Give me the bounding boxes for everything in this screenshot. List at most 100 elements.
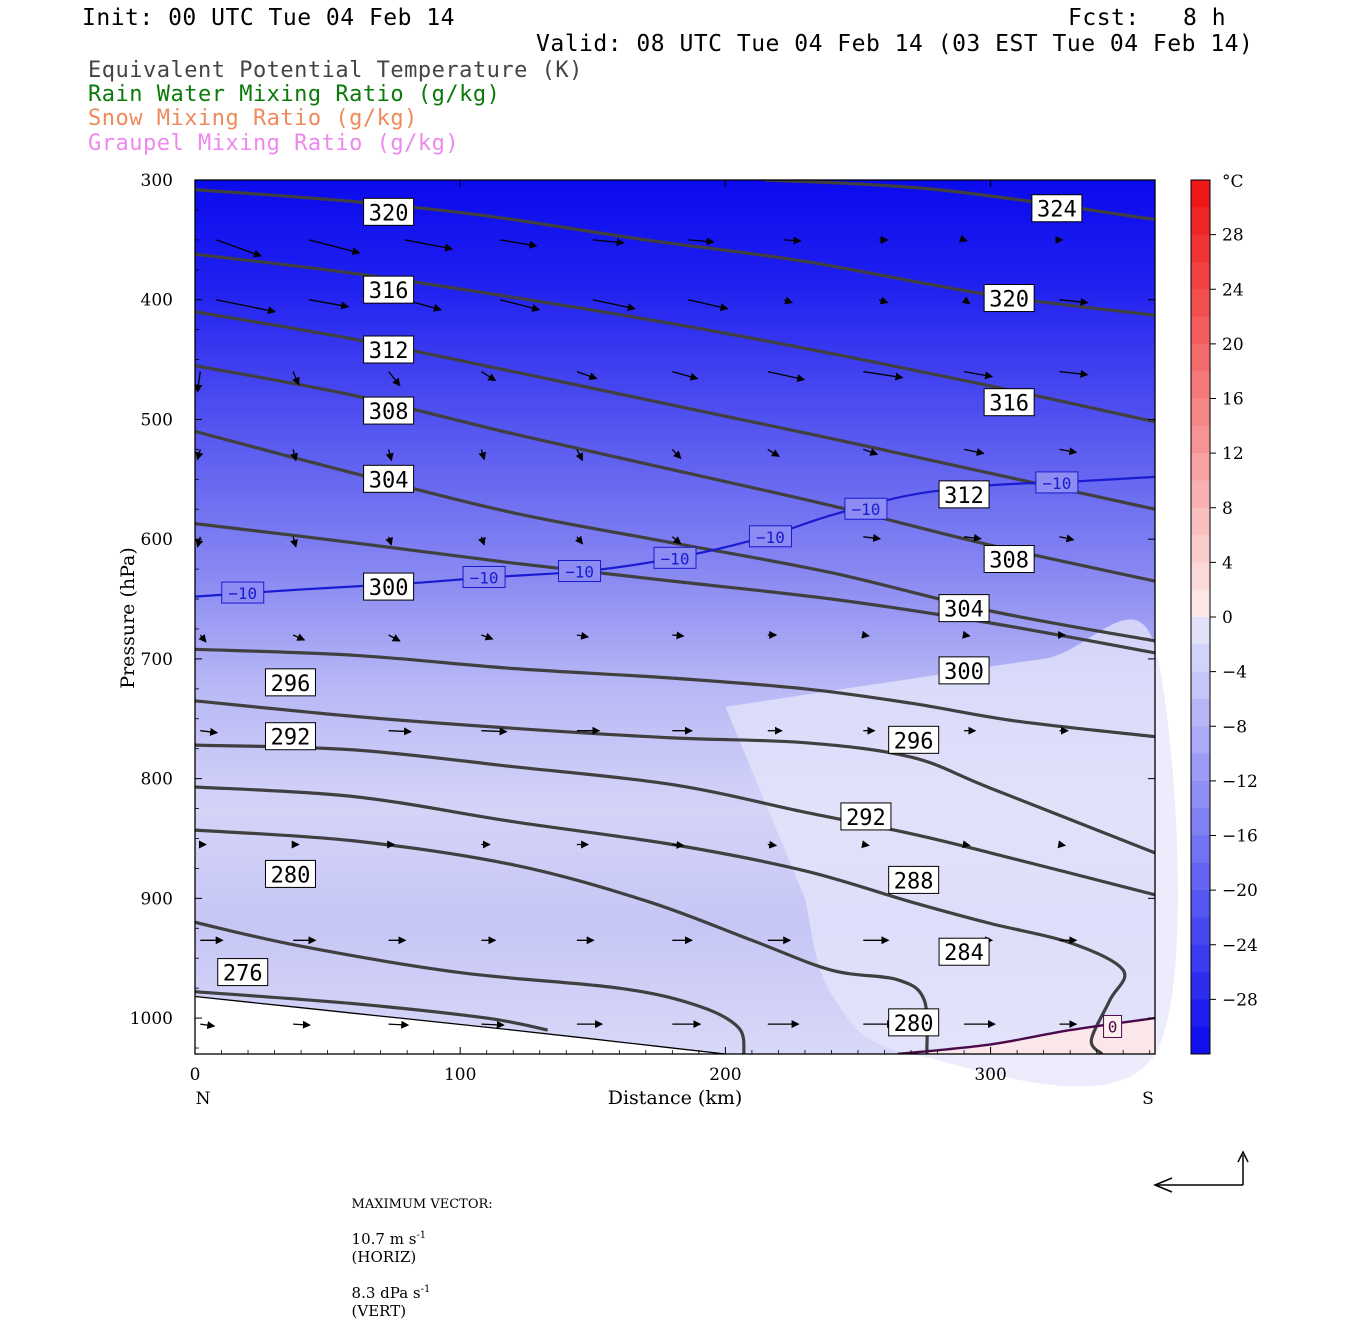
init-time: Init: 00 UTC Tue 04 Feb 14: [82, 5, 456, 31]
reference-vector-icon: [1153, 1150, 1249, 1193]
theta-e-label-box: [264, 722, 316, 751]
wind-vector: [878, 296, 889, 305]
wind-vector: [671, 448, 682, 460]
isotherm-label-box: [221, 581, 265, 604]
horiz-exp: -1: [416, 1230, 427, 1241]
temperature-shading: [195, 180, 1178, 1087]
cross-section-chart: 3243203203163163123123083083043043003002…: [117, 171, 1258, 1193]
theta-e-label-box: [888, 1008, 940, 1037]
temperature-colorbar: 28 24 20 16 12 8 4 0 −4 −8 −12 −16 −20 −24 −28: [1190, 179, 1258, 1055]
vert-value: 8.3 dPa s: [351, 1284, 421, 1302]
wind-vector: [1059, 297, 1089, 306]
theta-e-label-box: [938, 937, 990, 966]
isotherm-label-box: [462, 565, 506, 588]
y-tick-label: 700: [141, 650, 173, 670]
wind-vector: [962, 840, 971, 849]
theta-e-label-box: [264, 859, 316, 888]
colorbar-tick-label: 12: [1222, 444, 1244, 464]
colorbar-swatch: [1191, 808, 1210, 836]
colorbar-tick-label: 8: [1222, 499, 1233, 519]
colorbar-swatch: [1191, 999, 1210, 1028]
wind-vector: [961, 296, 971, 305]
forecast-label: Fcst:: [1068, 5, 1140, 31]
wind-vector: [292, 633, 306, 641]
theta-e-label: 324: [1037, 198, 1077, 223]
wind-vector: [499, 239, 538, 249]
theta-e-label: 280: [894, 1012, 934, 1037]
colorbar-unit: °C: [1222, 172, 1244, 192]
theta-e-label-box: [983, 388, 1035, 417]
theta-e-label: 300: [944, 660, 984, 685]
isotherm-label: −10: [756, 528, 785, 547]
theta-e-line-284: [195, 785, 1127, 1054]
theta-e-label: 312: [369, 339, 409, 364]
wind-vector: [481, 1020, 505, 1029]
wind-vector: [861, 840, 870, 849]
isotherm-label: −10: [470, 568, 499, 587]
theta-e-label-box: [363, 197, 415, 226]
wind-vector: [385, 536, 393, 546]
wind-vector: [200, 1021, 216, 1030]
colorbar-swatch: [1191, 835, 1210, 864]
colorbar-swatch: [1191, 1026, 1210, 1055]
colorbar-tick-label: 20: [1222, 335, 1244, 355]
theta-e-line-304: [195, 429, 1155, 643]
wind-vector: [962, 630, 971, 639]
colorbar-swatch: [1191, 780, 1210, 809]
wind-vector: [963, 448, 985, 456]
horiz-value: 10.7 m s: [351, 1230, 417, 1248]
wind-vector: [388, 1020, 410, 1029]
theta-e-line-288: [195, 743, 1155, 897]
colorbar-swatch: [1191, 398, 1210, 427]
theta-e-label: 304: [369, 468, 409, 493]
colorbar-tick-label: −12: [1222, 772, 1258, 792]
theta-e-label: 288: [894, 869, 934, 894]
colorbar-tick-label: 16: [1222, 390, 1244, 410]
isotherm-label: −10: [1042, 474, 1071, 493]
theta-e-label-box: [888, 725, 940, 754]
wind-vector: [195, 449, 204, 461]
colorbar-tick-label: 4: [1222, 553, 1233, 573]
wind-vector: [1059, 447, 1078, 456]
wind-vectors: [195, 234, 1089, 1030]
wind-vector: [863, 534, 882, 542]
colorbar-swatch: [1191, 261, 1210, 290]
theta-e-label-box: [938, 656, 990, 685]
wind-vector: [963, 370, 994, 380]
x-axis-title: Distance (km): [608, 1087, 743, 1109]
x-tick-label: 200: [709, 1065, 741, 1085]
colorbar-tick-label: −16: [1222, 827, 1258, 847]
isotherm-label-box: [844, 497, 888, 520]
colorbar-swatch: [1191, 617, 1210, 645]
isotherm-label-box: [558, 560, 602, 583]
wind-vector: [592, 299, 636, 312]
colorbar-swatch: [1191, 207, 1210, 236]
theta-e-label-box: [983, 545, 1035, 574]
y-tick-label: 400: [141, 291, 173, 311]
wind-vector: [292, 371, 300, 386]
theta-e-label-box: [363, 464, 415, 493]
colorbar-swatch: [1191, 535, 1210, 563]
wind-vector: [481, 727, 508, 736]
wind-vector: [308, 299, 350, 310]
theta-e-label-box: [888, 865, 940, 894]
theta-e-label-box: [363, 335, 415, 364]
y-tick-label: 600: [141, 530, 173, 550]
isotherm-labels: −10 −10 −10 −10 −10 −10 −10 0: [221, 471, 1123, 1038]
theta-e-line-272: [195, 990, 549, 1032]
legend-theta-e: Equivalent Potential Temperature (K): [88, 58, 583, 83]
wind-vector: [478, 449, 487, 461]
colorbar-tick-label: −4: [1222, 663, 1247, 683]
x-tick-label: 0: [190, 1065, 201, 1085]
max-vector-label: MAXIMUM VECTOR:: [351, 1197, 493, 1212]
colorbar-swatch: [1191, 753, 1210, 782]
colorbar-swatch: [1191, 726, 1210, 755]
wind-vector: [200, 727, 219, 736]
warm-shading-region: [725, 619, 1178, 1087]
colorbar-swatch: [1191, 371, 1210, 399]
isotherm-label-box: [748, 525, 792, 548]
wind-vector: [767, 370, 806, 383]
theta-e-label-box: [840, 802, 892, 831]
theta-e-label: 320: [369, 201, 409, 226]
theta-e-line-280: [195, 828, 929, 1054]
